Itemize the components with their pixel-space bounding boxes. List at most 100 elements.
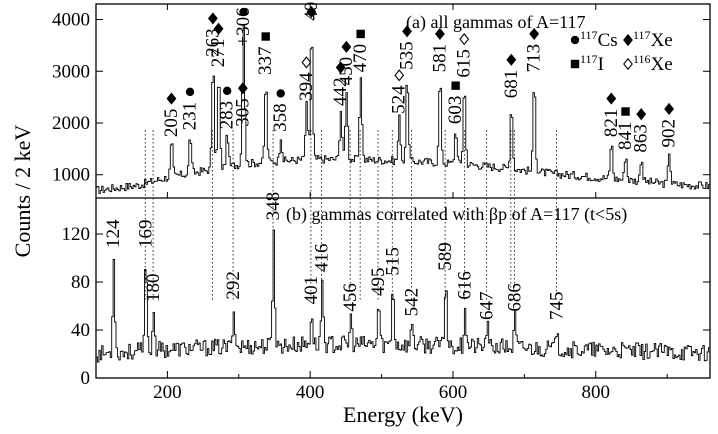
- peak-label-b-589: 589: [435, 242, 456, 271]
- legend-entry: 117Cs: [580, 28, 618, 51]
- peak-marker-305: [237, 82, 248, 95]
- peak-marker-470: [356, 29, 365, 39]
- y-tick-label: 3000: [52, 61, 90, 82]
- spectrum-line-a: [96, 24, 710, 194]
- spectrum-line-b: [96, 229, 710, 363]
- x-tick-label: 800: [582, 382, 611, 403]
- peak-label-a-863: 863: [631, 124, 652, 153]
- peak-marker-337: [261, 32, 270, 41]
- panel-b-spectrum: [96, 229, 710, 363]
- peak-marker-231: [185, 87, 195, 97]
- peak-label-a-231: 231: [180, 102, 201, 131]
- peak-label-b-124: 124: [103, 219, 124, 248]
- peak-label-b-401: 401: [301, 276, 322, 305]
- peak-label-a-535: 535: [397, 41, 418, 70]
- legend-marker-117Xe: [623, 33, 633, 47]
- legend: 117Cs 117Xe 117I 116Xe: [570, 28, 673, 75]
- peak-marker-450: [341, 40, 352, 53]
- peak-label-a-358: 358: [270, 103, 291, 132]
- peak-marker-821: [606, 92, 617, 105]
- peak-marker-524: [394, 69, 405, 82]
- peak-label-b-495: 495: [368, 268, 389, 297]
- peak-marker-713: [529, 27, 540, 41]
- y-tick-label: 0: [81, 368, 91, 389]
- peak-marker-306: [239, 7, 248, 17]
- peak-marker-442: [335, 61, 346, 74]
- legend-entry: 117Xe: [633, 28, 673, 51]
- peak-marker-283: [222, 86, 232, 96]
- guide-lines: [144, 130, 557, 300]
- peak-label-b-745: 745: [547, 292, 568, 321]
- peak-label-a-205: 205: [161, 109, 182, 138]
- peak-label-a-263: 263: [202, 28, 223, 57]
- y-tick-label: 1000: [52, 165, 90, 186]
- peak-marker-263: [207, 12, 218, 25]
- peak-label-a-394: 394: [296, 72, 317, 101]
- peak-label-a-271: 271: [208, 39, 229, 68]
- peak-label-b-515: 515: [382, 247, 403, 276]
- y-tick-label: 4000: [52, 10, 90, 31]
- peak-marker-271: [213, 22, 224, 35]
- y-tick-label: 40: [71, 320, 90, 341]
- peak-marker-394: [301, 56, 312, 69]
- y-tick-label: 80: [71, 272, 90, 293]
- panel-a-spectrum: [96, 24, 710, 194]
- peak-label-a-821: 821: [601, 109, 622, 138]
- peak-label-a-306: +306: [233, 7, 254, 46]
- peak-label-a-442: 442: [330, 78, 351, 107]
- panel-a-title: (a) all gammas of A=117: [406, 12, 585, 33]
- peak-label-a-283: 283: [217, 101, 238, 130]
- peak-label-a-581: 581: [429, 44, 450, 73]
- peak-label-a-470: 470: [350, 44, 371, 73]
- peak-label-b-647: 647: [477, 292, 498, 321]
- peak-marker-401: [306, 5, 317, 19]
- axes: 200 400 600 800 1000 2000 3000 4000 0 40 80 120: [52, 4, 710, 403]
- legend-marker-116Xe: [623, 57, 633, 71]
- peak-marker-615: [459, 33, 470, 46]
- peak-label-b-348: 348: [263, 192, 284, 221]
- peak-label-b-686: 686: [504, 283, 525, 312]
- y-tick-label: 2000: [52, 113, 90, 134]
- x-axis-label: Energy (keV): [343, 402, 463, 427]
- legend-entry: 116Xe: [633, 52, 673, 75]
- peak-label-a-603: 603: [445, 96, 466, 125]
- peak-marker-863: [636, 108, 647, 121]
- legend-marker-117Cs: [570, 35, 580, 45]
- peak-marker-581: [435, 27, 445, 41]
- peak-marker-902: [664, 102, 674, 116]
- peak-label-b-169: 169: [135, 220, 156, 249]
- peak-label-a-841: 841: [615, 122, 636, 151]
- panel-b-title: (b) gammas correlated with βp of A=117 (…: [286, 204, 627, 225]
- peak-marker-603: [451, 81, 460, 90]
- y-tick-label: 120: [62, 224, 91, 245]
- peak-label-a-337: 337: [255, 47, 276, 76]
- peak-marker-205: [166, 92, 177, 105]
- x-tick-label: 200: [153, 382, 182, 403]
- peak-marker-681: [506, 53, 517, 66]
- peak-label-b-180: 180: [143, 274, 164, 303]
- panel-a-peak-labels: 205231263271283305+306337358394401442450…: [161, 0, 680, 153]
- peak-label-a-450: 450: [336, 57, 357, 86]
- x-tick-label: 400: [296, 382, 325, 403]
- peak-marker-841: [621, 107, 630, 116]
- peak-label-a-713: 713: [524, 44, 545, 73]
- legend-marker-117I: [570, 59, 580, 69]
- plot-frame: [95, 3, 711, 379]
- peak-label-b-416: 416: [312, 244, 333, 273]
- peak-label-b-542: 542: [402, 288, 423, 317]
- peak-marker-358: [276, 89, 285, 98]
- peak-label-a-615: 615: [454, 49, 475, 78]
- peak-label-b-456: 456: [340, 283, 361, 312]
- y-axis-label: Counts / 2 keV: [10, 125, 35, 258]
- peak-label-a-305: 305: [232, 98, 253, 127]
- peak-label-b-292: 292: [223, 271, 244, 300]
- legend-entry: 117I: [580, 52, 604, 75]
- peak-label-a-902: 902: [659, 119, 680, 148]
- peak-label-b-616: 616: [454, 271, 475, 300]
- peak-marker-535: [402, 25, 412, 38]
- peak-label-a-524: 524: [389, 85, 410, 114]
- x-tick-label: 600: [439, 382, 468, 403]
- peak-label-a-681: 681: [501, 70, 522, 99]
